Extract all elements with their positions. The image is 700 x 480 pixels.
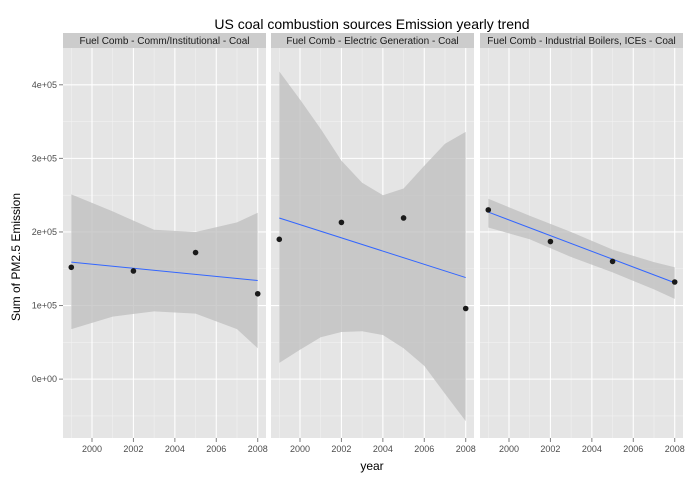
x-tick-label: 2006 [414, 444, 434, 454]
facet-strip-label: Fuel Comb - Comm/Institutional - Coal [79, 36, 249, 47]
data-point [462, 305, 469, 312]
y-tick-label: 2e+05 [32, 227, 57, 237]
facet-panel: Fuel Comb - Industrial Boilers, ICEs - C… [480, 33, 685, 454]
data-point [68, 264, 75, 271]
regression-line [279, 217, 466, 279]
x-tick-label: 2008 [456, 444, 476, 454]
y-tick-label: 4e+05 [32, 80, 57, 90]
facet-panel: Fuel Comb - Comm/Institutional - Coal 200… [63, 33, 268, 454]
y-tick-label: 3e+05 [32, 153, 57, 163]
data-point [192, 249, 199, 256]
facet-strip-label: Fuel Comb - Electric Generation - Coal [286, 36, 458, 47]
x-tick-label: 2002 [123, 444, 143, 454]
chart-title: US coal combustion sources Emission year… [214, 16, 529, 32]
data-point [130, 268, 137, 274]
regression-line [71, 261, 258, 282]
facet-panel: Fuel Comb - Electric Generation - Coal 20… [271, 33, 476, 454]
data-point [276, 236, 283, 243]
y-tick-label: 0e+00 [32, 374, 57, 384]
facet-strip [63, 33, 266, 48]
x-tick-label: 2002 [331, 444, 351, 454]
x-tick-label: 2006 [206, 444, 226, 454]
facet-panels: Fuel Comb - Comm/Institutional - Coal 200… [63, 33, 685, 454]
data-point [485, 207, 492, 213]
x-tick-label: 2008 [248, 444, 268, 454]
x-tick-label: 2008 [665, 444, 685, 454]
regression-line [488, 211, 675, 284]
y-tick-label: 1e+05 [32, 301, 57, 311]
confidence-ribbon [488, 198, 675, 299]
x-tick-label: 2006 [623, 444, 643, 454]
data-point [400, 215, 407, 221]
data-point [338, 219, 345, 226]
data-point [254, 290, 261, 297]
y-axis: 0e+00 1e+05 2e+05 3e+05 4e+05 [32, 80, 63, 384]
x-tick-label: 2004 [582, 444, 602, 454]
facet-strip [271, 33, 474, 48]
x-tick-label: 2002 [540, 444, 560, 454]
confidence-ribbon [279, 71, 466, 422]
x-tick-label: 2004 [165, 444, 185, 454]
x-tick-label: 2004 [373, 444, 393, 454]
y-axis-title: Sum of PM2.5 Emission [9, 193, 23, 321]
x-tick-label: 2000 [499, 444, 519, 454]
facet-strip [480, 33, 683, 48]
data-point [547, 238, 554, 245]
x-tick-label: 2000 [82, 444, 102, 454]
data-point [609, 258, 616, 265]
x-tick-label: 2000 [290, 444, 310, 454]
facet-strip-label: Fuel Comb - Industrial Boilers, ICEs - C… [487, 36, 675, 47]
x-axis-title: year [360, 459, 383, 473]
data-point [671, 279, 678, 285]
